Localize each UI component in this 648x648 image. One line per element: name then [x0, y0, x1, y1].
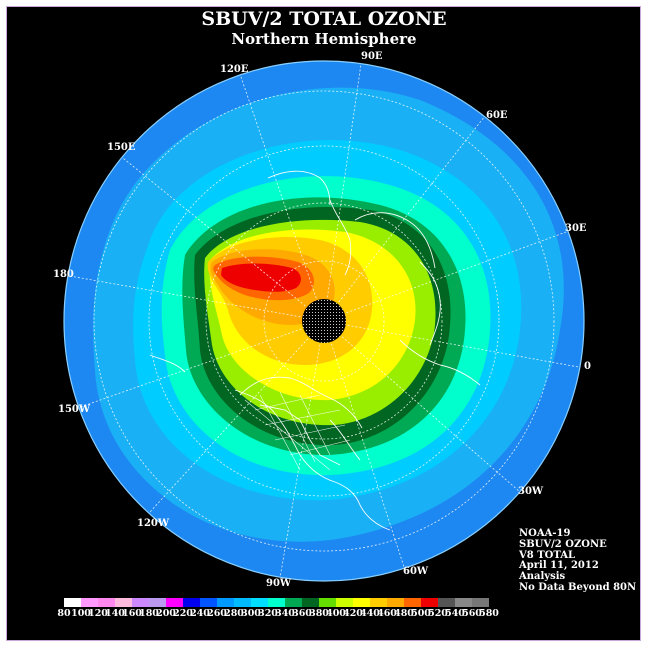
- colorbar-swatch: [353, 598, 370, 607]
- colorbar-labels: 80 100 120 140 160 180 200 220 240 260 280 300 320 34…: [0, 608, 648, 622]
- colorbar-swatch: [200, 598, 217, 607]
- colorbar-tick-label: 120: [88, 608, 108, 619]
- colorbar-tick-label: 400: [326, 608, 346, 619]
- colorbar-swatch: [404, 598, 421, 607]
- lon-label-0: 0: [584, 361, 591, 372]
- info-type: Analysis: [519, 571, 566, 583]
- info-version: V8 TOTAL: [519, 549, 576, 561]
- lon-label-120e: 120E: [220, 64, 249, 75]
- colorbar-tick-label: 220: [173, 608, 193, 619]
- colorbar-tick-label: 360: [292, 608, 312, 619]
- colorbar-tick-label: 340: [275, 608, 295, 619]
- colorbar-swatch: [421, 598, 438, 607]
- lon-label-180: 180: [53, 269, 74, 280]
- colorbar-tick-label: 140: [105, 608, 125, 619]
- lon-label-150e: 150E: [107, 142, 136, 153]
- disk-outline: [63, 60, 585, 582]
- colorbar-tick-label: 240: [190, 608, 210, 619]
- colorbar-swatch: [115, 598, 132, 607]
- colorbar-tick-label: 540: [445, 608, 465, 619]
- colorbar: [64, 598, 489, 607]
- colorbar-swatch: [149, 598, 166, 607]
- colorbar-tick-label: 500: [411, 608, 431, 619]
- colorbar-swatch: [166, 598, 183, 607]
- band-red: [221, 263, 301, 292]
- colorbar-swatch: [302, 598, 319, 607]
- colorbar-tick-label: 300: [241, 608, 261, 619]
- colorbar-tick-label: 260: [207, 608, 227, 619]
- colorbar-swatch: [81, 598, 98, 607]
- lon-label-30w: 30W: [518, 486, 544, 497]
- colorbar-swatch: [268, 598, 285, 607]
- colorbar-tick-label: 280: [224, 608, 244, 619]
- info-note: No Data Beyond 80N: [519, 581, 637, 593]
- info-block: NOAA-19 SBUV/2 OZONE V8 TOTAL April 11, …: [519, 528, 637, 594]
- lon-label-90w: 90W: [266, 578, 292, 589]
- colorbar-tick-label: 460: [377, 608, 397, 619]
- info-date: April 11, 2012: [519, 560, 599, 572]
- lon-label-60w: 60W: [403, 566, 429, 577]
- colorbar-swatch: [132, 598, 149, 607]
- colorbar-tick-label: 420: [343, 608, 363, 619]
- map-title: SBUV/2 TOTAL OZONE: [201, 8, 447, 30]
- colorbar-tick-label: 160: [122, 608, 142, 619]
- colorbar-tick-label: 380: [309, 608, 329, 619]
- graticule: [64, 63, 584, 579]
- colorbar-tick-label: 440: [360, 608, 380, 619]
- info-satellite: NOAA-19: [519, 528, 571, 539]
- colorbar-swatch: [183, 598, 200, 607]
- lon-label-90e: 90E: [361, 51, 383, 62]
- colorbar-tick-label: 320: [258, 608, 278, 619]
- lon-label-60e: 60E: [486, 110, 508, 121]
- map-subtitle: Northern Hemisphere: [231, 30, 417, 48]
- coastlines: [149, 170, 481, 531]
- colorbar-swatch: [234, 598, 251, 607]
- colorbar-swatch: [370, 598, 387, 607]
- colorbar-swatch: [285, 598, 302, 607]
- colorbar-swatch: [472, 598, 489, 607]
- colorbar-swatch: [64, 598, 81, 607]
- colorbar-tick-label: 80: [57, 608, 71, 619]
- colorbar-tick-label: 180: [139, 608, 159, 619]
- colorbar-tick-label: 100: [71, 608, 91, 619]
- lon-label-30e: 30E: [565, 223, 587, 234]
- colorbar-swatch: [387, 598, 404, 607]
- us-state-grid: [244, 391, 351, 471]
- colorbar-swatch: [455, 598, 472, 607]
- info-product: SBUV/2 OZONE: [519, 538, 607, 550]
- colorbar-tick-label: 200: [156, 608, 176, 619]
- colorbar-swatch: [336, 598, 353, 607]
- colorbar-swatch: [98, 598, 115, 607]
- colorbar-swatch: [319, 598, 336, 607]
- colorbar-swatch: [438, 598, 455, 607]
- colorbar-tick-label: 580: [479, 608, 499, 619]
- colorbar-tick-label: 560: [462, 608, 482, 619]
- colorbar-swatch: [217, 598, 234, 607]
- lon-label-150w: 150W: [58, 404, 91, 415]
- colorbar-swatch: [251, 598, 268, 607]
- lon-label-120w: 120W: [137, 518, 170, 529]
- colorbar-tick-label: 520: [428, 608, 448, 619]
- colorbar-tick-label: 480: [394, 608, 414, 619]
